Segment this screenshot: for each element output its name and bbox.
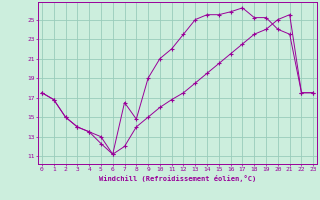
X-axis label: Windchill (Refroidissement éolien,°C): Windchill (Refroidissement éolien,°C): [99, 175, 256, 182]
